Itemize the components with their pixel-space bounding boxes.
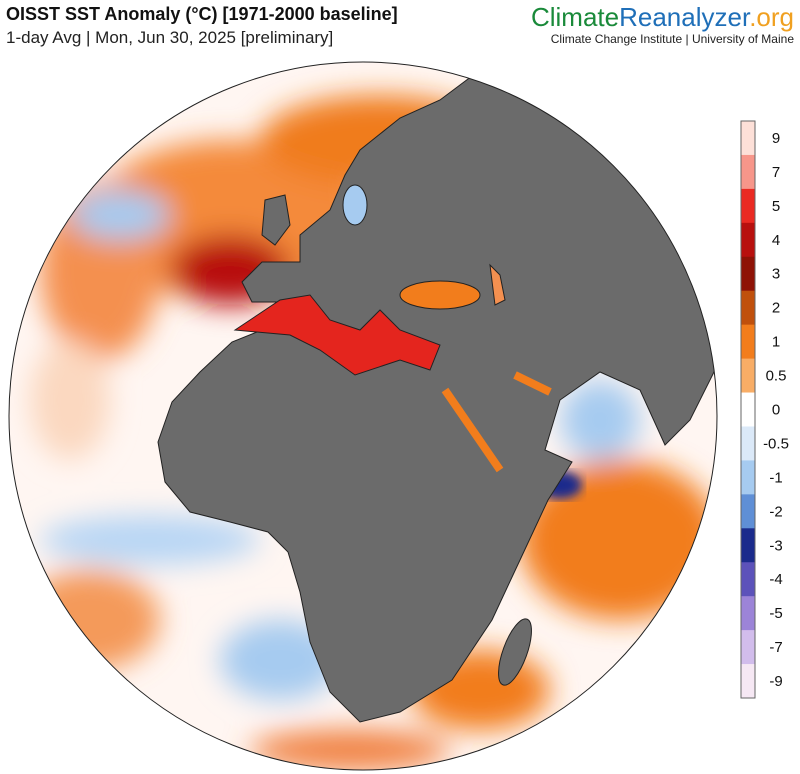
colorbar-label: 7 (772, 164, 780, 181)
colorbar-band (741, 494, 755, 529)
colorbar-band (741, 290, 755, 326)
brand-part: .org (749, 2, 794, 32)
sea (233, 294, 441, 376)
colorbar-label: -0.5 (763, 435, 789, 452)
colorbar-band (741, 358, 755, 394)
brand: ClimateReanalyzer.org (531, 2, 794, 32)
colorbar-label: 4 (772, 232, 780, 249)
colorbar-band (741, 392, 755, 427)
brand-part: Reanalyzer (619, 2, 751, 32)
colorbar-band (741, 664, 755, 699)
colorbar-label: -4 (769, 571, 782, 588)
colorbar-label: -3 (769, 537, 782, 554)
colorbar-label: 9 (772, 130, 780, 147)
colorbar-label: 5 (772, 198, 780, 215)
colorbar-label: -7 (769, 639, 782, 656)
colorbar-label: -9 (769, 673, 782, 690)
colorbar-label: 0.5 (766, 368, 787, 385)
land (261, 194, 291, 246)
title: OISST SST Anomaly (°C) [1971-2000 baseli… (6, 4, 398, 24)
land (157, 62, 717, 723)
land (498, 618, 532, 686)
colorbar-label: 3 (772, 266, 780, 283)
globe-outline (8, 61, 718, 771)
colorbar-band (741, 426, 755, 461)
colorbar-band (741, 460, 755, 495)
colorbar-band (741, 596, 755, 631)
colorbar-band (741, 222, 755, 258)
colorbar-band (741, 256, 755, 292)
colorbar-band (741, 188, 755, 224)
tagline: Climate Change Institute | University of… (551, 32, 795, 46)
sea (513, 371, 552, 396)
colorbar-frame (740, 120, 756, 699)
colorbar-band (741, 630, 755, 665)
brand-part: Climate (531, 2, 619, 32)
colorbar-label: 0 (772, 402, 780, 419)
colorbar-label: -1 (769, 469, 782, 486)
colorbar-label: 1 (772, 334, 780, 351)
colorbar-label: -2 (769, 503, 782, 520)
sea (489, 263, 506, 306)
colorbar-band (741, 324, 755, 360)
sea (441, 387, 504, 473)
subtitle: 1-day Avg | Mon, Jun 30, 2025 [prelimina… (6, 28, 333, 47)
colorbar-band (741, 562, 755, 597)
colorbar-band (741, 528, 755, 563)
sea (342, 184, 368, 226)
sea (399, 280, 481, 310)
colorbar-label: 2 (772, 300, 780, 317)
colorbar-label: -5 (769, 605, 782, 622)
colorbar-band (741, 121, 755, 156)
colorbar-band (741, 154, 755, 190)
